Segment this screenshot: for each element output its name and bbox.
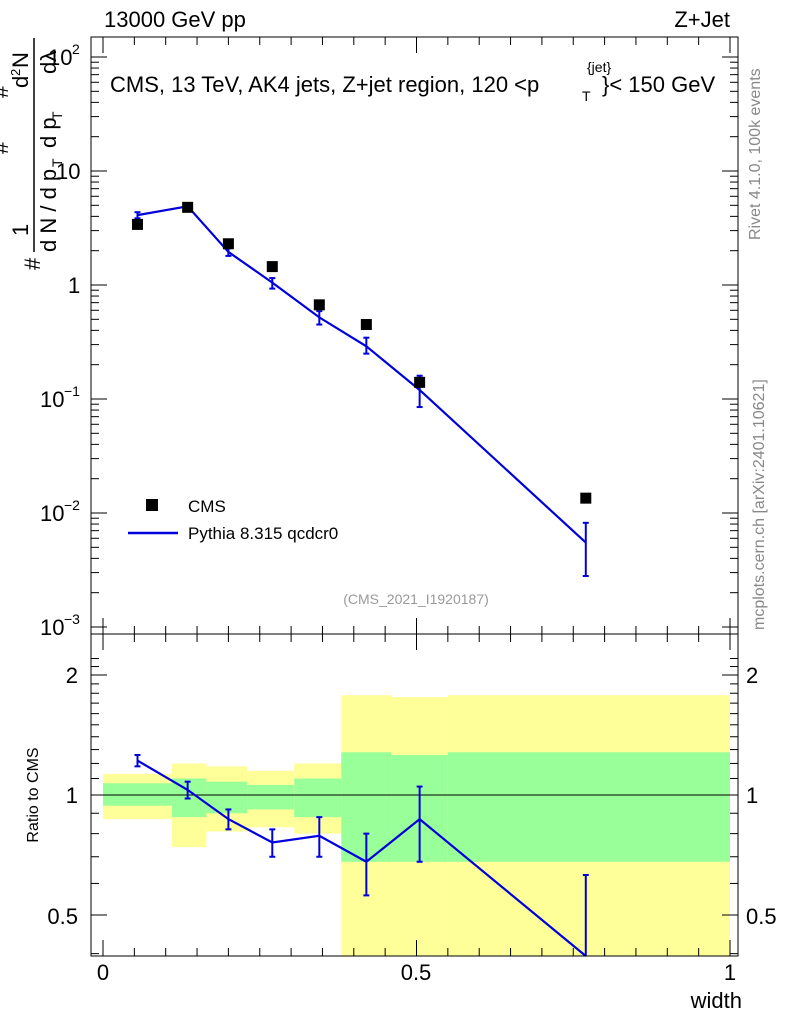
ratio-uncertainty-bands — [103, 695, 730, 956]
ylabel-dpt: d p — [36, 117, 61, 148]
main-ytick-label: 10 −2 — [40, 497, 80, 526]
ratio-ytick-left-1: 1 — [66, 783, 78, 808]
main-ytick-label: 10 2 — [48, 41, 80, 70]
cms-data-point — [222, 238, 234, 250]
cms-data-point — [360, 319, 372, 331]
ratio-ytick-right-0.5: 0.5 — [746, 904, 777, 929]
main-ytick-label: 10 −1 — [40, 383, 80, 412]
main-ytick-exponent: −1 — [64, 383, 80, 399]
cms-data-point — [580, 492, 592, 504]
main-ytick-base: 10 — [40, 615, 64, 640]
ratio-ytick-right-1: 1 — [746, 783, 758, 808]
ratio-y-tick-labels: 2 1 0.5 2 1 0.5 — [47, 663, 776, 929]
xtick-1: 1 — [724, 960, 736, 985]
ratio-ytick-right-2: 2 — [746, 663, 758, 688]
main-ytick-exponent: −3 — [64, 611, 80, 627]
legend: CMS Pythia 8.315 qcdcr0 — [128, 497, 338, 543]
ratio-inner-band-bin — [447, 752, 730, 862]
ratio-inner-band-bin — [294, 778, 342, 818]
main-ytick-exponent: −2 — [64, 497, 80, 513]
xtick-0: 0 — [97, 960, 109, 985]
main-ytick-base: 10 — [40, 387, 64, 412]
ratio-axis-ticks — [91, 634, 738, 956]
main-y-axis-label: # 1 d N / d p T # d p T # d 2 N dλ — [0, 38, 65, 270]
ylabel-d: d — [8, 76, 33, 88]
plot-title-superscript: {jet} — [587, 59, 611, 75]
ratio-plot-panel: 2 1 0.5 2 1 0.5 0 0.5 1 Ratio to CMS wid… — [25, 633, 777, 1013]
main-axis-ticks — [91, 37, 738, 634]
ylabel-sup-2: 2 — [8, 69, 23, 76]
ylabel-hash-3: # — [0, 85, 13, 98]
main-plot-frame — [90, 36, 739, 635]
ratio-y-axis-label: Ratio to CMS — [25, 747, 42, 842]
ratio-inner-band-bin — [103, 783, 172, 806]
main-ytick-label: 10 −3 — [40, 611, 80, 640]
main-ytick-base: 1 — [68, 273, 80, 298]
x-axis-label: width — [690, 988, 742, 1013]
main-ytick-label: 1 — [68, 273, 80, 298]
ratio-data-layer — [134, 753, 589, 957]
cms-data-point — [182, 201, 194, 213]
ylabel-one: 1 — [8, 224, 33, 236]
ylabel-hash-2: # — [0, 141, 13, 154]
ylabel-dn-dpt: d N / d p — [36, 169, 61, 252]
ratio-pythia-line — [136, 759, 587, 957]
main-ytick-base: 10 — [40, 501, 64, 526]
ratio-inner-band-bin — [247, 784, 295, 810]
plot-title-subscript: T — [582, 88, 591, 104]
cms-data-point — [414, 376, 426, 388]
ratio-ytick-left-0.5: 0.5 — [47, 904, 78, 929]
ylabel-t-sub-1: T — [49, 158, 65, 167]
cms-data-point — [313, 299, 325, 311]
cms-data-point — [266, 261, 278, 273]
plot-title-end: }< 150 GeV — [602, 72, 715, 97]
main-ytick-label: 10 — [56, 159, 80, 184]
main-ytick-exponent: 2 — [72, 41, 80, 57]
rivet-version-label: Rivet 4.1.0, 100k events — [747, 68, 764, 240]
main-data-layer — [131, 201, 592, 578]
main-ytick-base: 10 — [56, 159, 80, 184]
ylabel-t-sub-2: T — [49, 111, 65, 120]
legend-pythia-label: Pythia 8.315 qcdcr0 — [188, 524, 338, 543]
legend-cms-marker — [146, 499, 158, 511]
legend-cms-label: CMS — [188, 497, 226, 516]
ratio-ytick-left-2: 2 — [66, 663, 78, 688]
ylabel-dlambda: dλ — [36, 51, 61, 74]
plot-title: CMS, 13 TeV, AK4 jets, Z+jet region, 120… — [110, 59, 715, 104]
xtick-0.5: 0.5 — [401, 960, 432, 985]
header-energy-label: 13000 GeV pp — [104, 7, 246, 32]
cms-data-point — [131, 218, 143, 230]
pythia-series-line — [137, 205, 587, 544]
plot-title-main: CMS, 13 TeV, AK4 jets, Z+jet region, 120… — [110, 72, 539, 97]
ylabel-hash-1: # — [20, 257, 45, 270]
header-process-label: Z+Jet — [674, 7, 730, 32]
analysis-watermark: (CMS_2021_I1920187) — [343, 591, 489, 607]
main-ytick-base: 10 — [48, 45, 72, 70]
ratio-x-tick-labels: 0 0.5 1 — [97, 960, 736, 985]
mcplots-label: mcplots.cern.ch [arXiv:2401.10621] — [751, 379, 768, 630]
ylabel-n: N — [8, 52, 33, 68]
